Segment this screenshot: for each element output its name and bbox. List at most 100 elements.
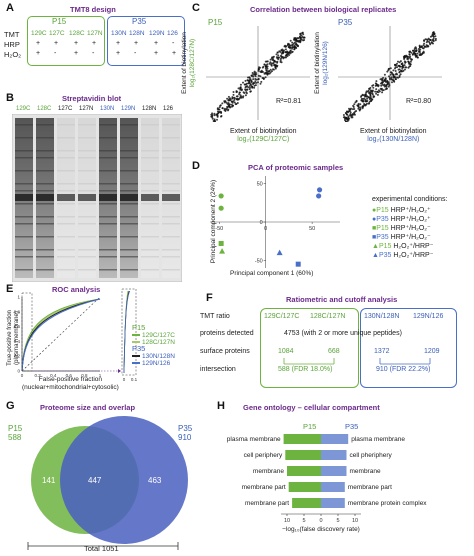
scatter-left-point	[293, 37, 296, 40]
scatter-left-point	[221, 107, 224, 110]
scatter-right-point	[394, 78, 397, 81]
scatter-left-point	[262, 77, 265, 80]
scatter-right-point	[398, 76, 401, 78]
scatter-left-point	[216, 114, 219, 117]
pca-point-0-0	[218, 205, 224, 211]
f-detected-value: 4753 (with 2 or more unique peptides)	[284, 330, 402, 337]
scatter-left-point	[300, 38, 303, 41]
blot-band-130N-6	[99, 190, 117, 192]
scatter-left-point	[269, 68, 272, 71]
scatter-left-point	[248, 82, 251, 85]
tmt-channel-130N: 130N	[111, 30, 127, 37]
scatter-right-point	[401, 67, 404, 70]
blot-band-127C-2	[57, 150, 75, 152]
blot-band-128C-6	[36, 190, 54, 192]
scatter-left-point	[280, 49, 283, 52]
scatter-left-point	[266, 72, 269, 74]
blot-band-126-4	[162, 170, 180, 172]
scatter-left-point	[226, 97, 229, 100]
go-bar-p35-0	[321, 434, 349, 444]
panel-h: H Gene ontology – cellular compartment P…	[205, 400, 474, 556]
go-label-left-0: plasma membrane	[227, 436, 281, 443]
scatter-right-point	[394, 70, 397, 72]
f-row-tmt-ratio: TMT ratio	[200, 313, 230, 320]
blot-band-128N-9	[141, 223, 159, 225]
scatter-right-point	[400, 62, 403, 65]
pca-xtick-label-1: 0	[264, 226, 267, 232]
hrp-value-126: -	[172, 40, 175, 47]
blot-band-127C-1	[57, 137, 75, 139]
scatter-right-point	[365, 95, 368, 98]
scatter-left-point	[244, 83, 247, 86]
scatter-left-point	[251, 86, 254, 89]
roc-legend-item-2: 130N/128N	[132, 353, 175, 360]
blot-band-129C-9	[15, 223, 33, 225]
scatter-left-point	[264, 60, 267, 63]
blot-band-126-3	[162, 157, 180, 159]
scatter-left-point	[288, 51, 290, 54]
blot-lane-129C: 129C	[16, 106, 31, 112]
scatter-left-point	[270, 62, 273, 65]
panel-c: C Correlation between biological replica…	[181, 0, 474, 160]
scatter-left-point	[287, 43, 290, 46]
pca-point-4-0	[219, 248, 226, 254]
blot-band-130N-3	[99, 157, 117, 159]
blot-band-127C-12	[57, 256, 75, 258]
scatter-right-point	[418, 46, 421, 48]
pca-ytick-label-2: -50	[255, 258, 263, 264]
scatter-left-point	[291, 44, 293, 47]
roc-legend-item-3: 129N/126	[132, 360, 170, 367]
scatter-left-point	[231, 104, 234, 107]
p15-group-label: P15	[52, 17, 67, 26]
roc-zoom-region	[21, 292, 33, 372]
pca-legend-item-2: ■P15 HRP⁺/H₂O₂⁻	[372, 224, 431, 232]
f-row-intersection: intersection	[200, 366, 236, 373]
scatter-left-point	[220, 112, 223, 114]
blot-band-126-9	[162, 223, 180, 225]
scatter-right-ylabel: Extent of biotinylation log₂(129N/126)	[313, 32, 329, 94]
scatter-right-point	[357, 107, 360, 110]
scatter-right-point	[361, 105, 364, 108]
scatter-right-point	[390, 76, 393, 79]
f-ratio-4: 129N/126	[413, 313, 444, 320]
scatter-left-point	[301, 31, 304, 34]
scatter-left-point	[239, 86, 242, 89]
go-label-left-4: membrane part	[245, 500, 289, 507]
roc-inset-tick-0: 0	[123, 377, 126, 382]
row-label-h2o2: H₂O₂	[4, 50, 22, 59]
venn-p15-name: P15	[8, 424, 23, 433]
scatter-left-point	[286, 55, 289, 58]
scatter-right-point	[398, 61, 401, 64]
scatter-right-point	[408, 50, 411, 53]
scatter-left-point	[293, 46, 296, 49]
roc-ytick-3: 0.6	[14, 324, 21, 329]
scatter-left-point	[250, 74, 253, 77]
scatter-right-point	[364, 98, 367, 101]
scatter-left-point	[229, 103, 231, 106]
f-intersection-p15: 588 (FDR 18.0%)	[278, 366, 333, 373]
p35-group-label: P35	[132, 17, 147, 26]
scatter-left-point	[268, 62, 271, 65]
h2o2-value-130N: +	[116, 50, 121, 57]
blot-band-128N-1	[141, 137, 159, 139]
go-bar-p35-1	[321, 450, 347, 460]
scatter-right-xlabel: Extent of biotinylation log₂(130N/128N)	[360, 128, 427, 143]
scatter-right-point	[375, 88, 378, 91]
blot-lane-128C: 128C	[37, 106, 52, 112]
blot-band-129N-1	[120, 137, 138, 139]
blot-band-129N-13	[120, 269, 138, 271]
scatter-right-point	[388, 75, 390, 78]
scatter-left-point	[299, 41, 302, 44]
go-bar-p35-3	[321, 482, 345, 492]
scatter-right-point	[395, 72, 398, 75]
scatter-left-point	[302, 33, 305, 36]
roc-legend-text-1: 128C/127N	[142, 339, 175, 346]
f-ratio-3: 130N/128N	[364, 313, 400, 320]
venn-only-p35: 463	[148, 476, 162, 485]
blot-band-127C-9	[57, 223, 75, 225]
blot-band-130N-2	[99, 150, 117, 152]
scatter-right-point	[419, 48, 422, 51]
scatter-left-point	[278, 50, 281, 53]
roc-inset-frame	[121, 288, 137, 376]
scatter-right-point	[365, 90, 368, 93]
